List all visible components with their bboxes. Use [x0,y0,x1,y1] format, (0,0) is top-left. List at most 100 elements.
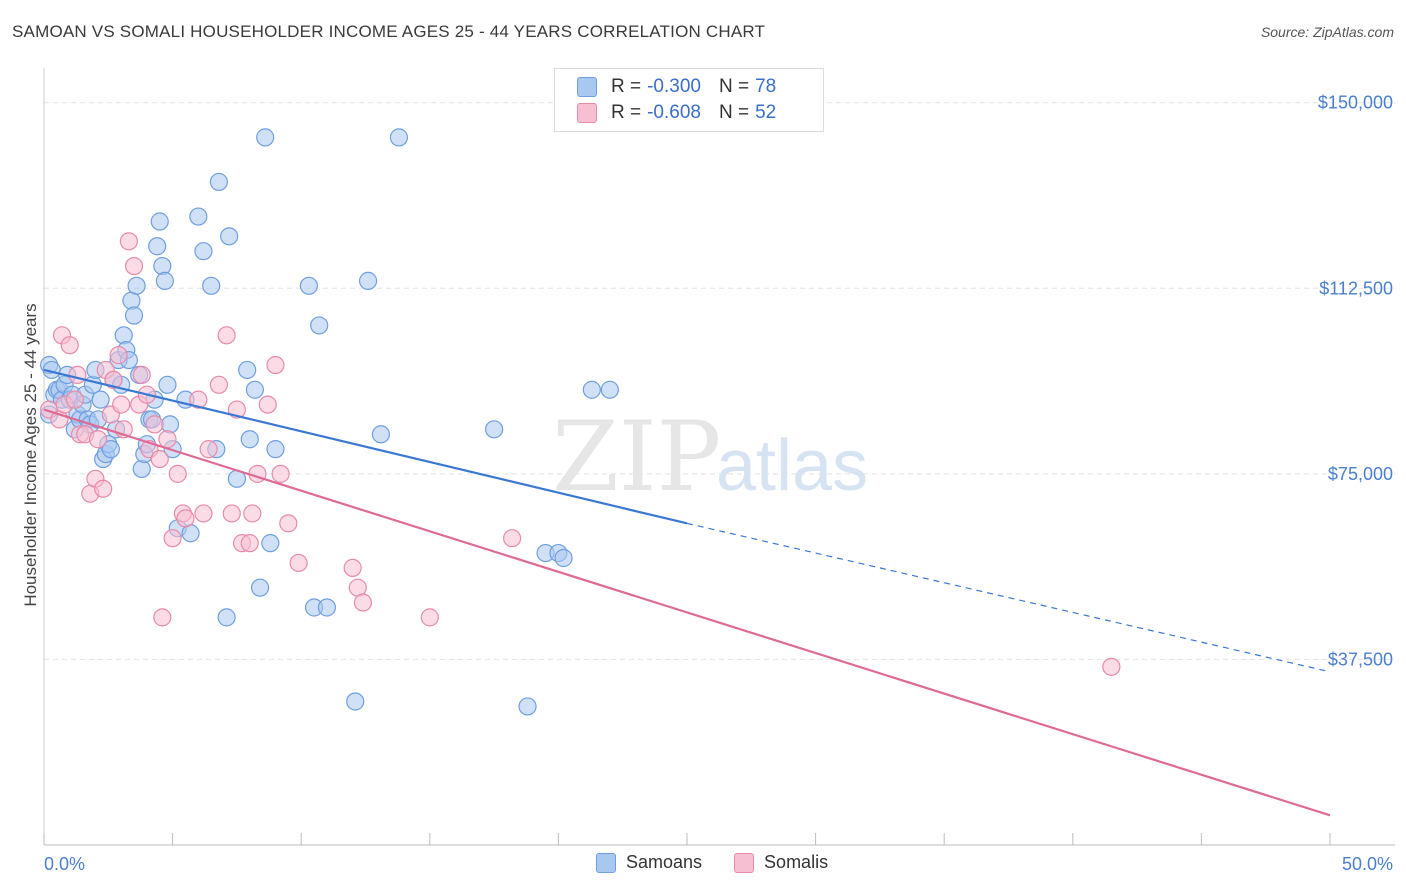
somali-point [258,395,277,414]
samoan-point [148,237,167,256]
samoan-point [250,578,270,597]
source-label: Source: ZipAtlas.com [1260,24,1394,40]
legend-n-label: N = [718,102,750,123]
samoan-point [217,608,236,627]
samoan-point [310,316,329,335]
somali-point [119,232,138,251]
samoan-point [158,375,177,394]
samoan-point [485,420,504,439]
samoan-point [299,276,319,295]
samoan-point [317,598,337,617]
samoan-point [582,380,601,399]
samoan-point [155,271,174,290]
somali-point [104,370,123,389]
somali-point [65,390,84,409]
somali-point [68,365,87,385]
legend-swatch-somalis [577,103,597,123]
legend-n-label: N = [718,76,750,97]
samoan-point [209,172,228,192]
chart-title: SAMOAN VS SOMALI HOUSEHOLDER INCOME AGES… [12,22,766,41]
somali-point [243,504,262,523]
somali-point [168,464,187,483]
x-tick-labels: 0.0% 50.0% [44,854,1393,874]
somali-point [222,504,241,523]
somali-point [189,390,208,409]
x-tick-label: 0.0% [44,854,85,874]
somali-point [176,509,195,528]
samoan-point [600,380,619,399]
somali-point [271,464,290,483]
legend-r-label: R = [611,102,642,123]
samoan-point [238,360,257,380]
somali-point [217,326,236,345]
somali-point [163,529,182,548]
x-tick-label: 50.0% [1342,854,1393,874]
samoan-point [358,271,378,290]
somali-point [158,430,177,449]
somali-points [40,232,1121,676]
samoan-point [91,390,110,409]
y-tick-labels: $37,500 $75,000 $112,500 $150,000 [1318,93,1393,670]
samoan-point [124,306,144,325]
samoan-point [189,207,208,226]
somalis-label: Somalis [764,852,829,872]
somali-point [60,336,79,355]
somali-point [266,355,285,375]
somali-point [145,415,164,434]
samoan-point [153,256,172,276]
axes [43,68,1395,846]
samoan-point [371,425,391,444]
samoan-point [220,227,239,246]
somali-point [420,608,439,627]
samoan-trend-extension [686,522,1331,673]
somali-point [94,479,113,498]
somali-point [279,514,298,533]
y-tick-label: $37,500 [1328,649,1393,669]
samoan-point [127,276,146,295]
grid-lines [44,102,1395,660]
somali-point [124,256,144,276]
samoan-point [150,212,169,231]
somali-point [153,608,172,627]
samoans-swatch [596,852,616,873]
samoan-point [261,534,280,553]
somali-point [289,553,308,573]
somali-point [209,375,228,394]
watermark-zip: ZIP [552,401,721,513]
samoan-point [132,459,151,479]
legend-swatch-samoans [577,77,597,97]
y-tick-label: $150,000 [1318,93,1393,113]
samoans-label: Samoans [626,852,703,872]
legend: R = -0.300 N = 78 R = -0.608 N = 52 [554,68,824,132]
somali-point [112,395,131,414]
legend-row-samoans: R = -0.300 N = 78 [577,74,776,100]
samoan-point [194,242,213,261]
legend-r-value: -0.608 [647,102,701,123]
samoan-point [202,276,221,295]
samoan-trend-line [43,368,688,525]
somali-point [194,504,213,523]
samoan-point [101,440,120,459]
somali-point [132,365,151,385]
legend-n-value: 78 [755,76,777,97]
somali-point [199,440,218,459]
somali-point [503,529,522,548]
somali-point [227,400,246,419]
samoan-point [554,548,573,568]
y-tick-label: $75,000 [1328,464,1393,484]
somali-point [88,430,108,449]
bottom-legend-samoans: Samoans [596,852,702,873]
somali-point [343,558,362,577]
bottom-legend-somalis: Somalis [734,852,828,873]
samoan-point [240,430,259,449]
somali-point [1102,657,1121,676]
trend-lines [43,368,1331,817]
legend-row-somalis: R = -0.608 N = 52 [577,100,776,126]
bottom-legend: Samoans Somalis [596,852,860,873]
samoan-point [266,440,285,459]
watermark-atlas: atlas [716,426,868,506]
samoan-point [245,380,265,399]
legend-r-value: -0.300 [647,76,701,97]
somali-trend-line [43,408,1331,817]
